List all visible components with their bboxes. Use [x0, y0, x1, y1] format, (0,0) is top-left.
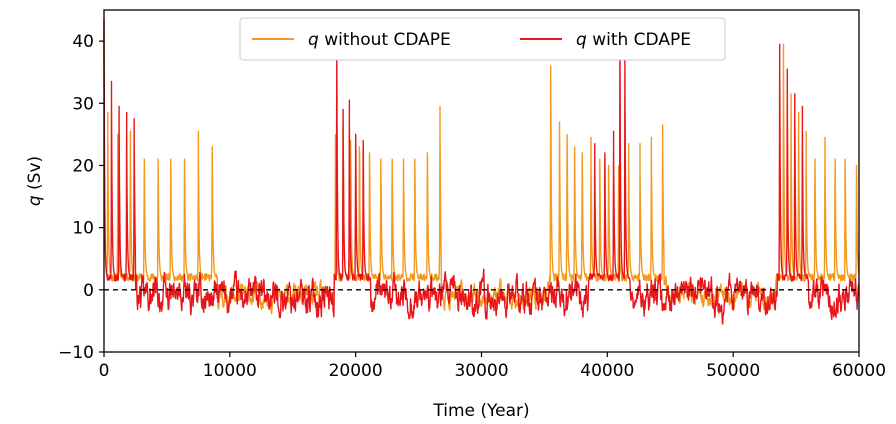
y-tick-label: 20: [72, 156, 94, 176]
plot-lines: [103, 19, 860, 325]
y-tick-label: 0: [83, 281, 94, 301]
y-axis-label-symbol: q: [25, 195, 45, 206]
y-tick-label: 10: [72, 219, 94, 239]
x-tick-label: 50000: [706, 361, 760, 381]
x-axis: 0 10000 20000 30000 40000 50000 60000: [99, 352, 886, 381]
y-tick-label: −10: [58, 343, 94, 363]
y-tick-label: 30: [72, 94, 94, 114]
x-tick-label: 60000: [832, 361, 886, 381]
legend-symbol-with-cdape: q: [576, 30, 587, 50]
series-without-cdape: [103, 31, 860, 315]
y-axis-label: q (Sv): [25, 156, 45, 206]
legend-label-without-cdape: q without CDAPE: [308, 30, 451, 50]
x-tick-label: 20000: [329, 361, 383, 381]
legend-box: [239, 17, 726, 61]
legend-text-with-cdape: with CDAPE: [587, 30, 691, 50]
legend-symbol-without-cdape: q: [308, 30, 319, 50]
legend-text-without-cdape: without CDAPE: [319, 30, 451, 50]
x-axis-label: Time (Year): [432, 401, 529, 421]
x-tick-label: 10000: [203, 361, 257, 381]
legend-label-with-cdape: q with CDAPE: [576, 30, 691, 50]
y-axis: −10 0 10 20 30 40: [58, 32, 104, 363]
x-tick-label: 0: [99, 361, 110, 381]
y-tick-label: 40: [72, 32, 94, 52]
legend: q without CDAPE q with CDAPE: [239, 17, 726, 61]
x-tick-label: 30000: [454, 361, 508, 381]
series-with-cdape: [103, 19, 860, 325]
x-tick-label: 40000: [580, 361, 634, 381]
y-axis-label-unit: (Sv): [25, 156, 45, 196]
